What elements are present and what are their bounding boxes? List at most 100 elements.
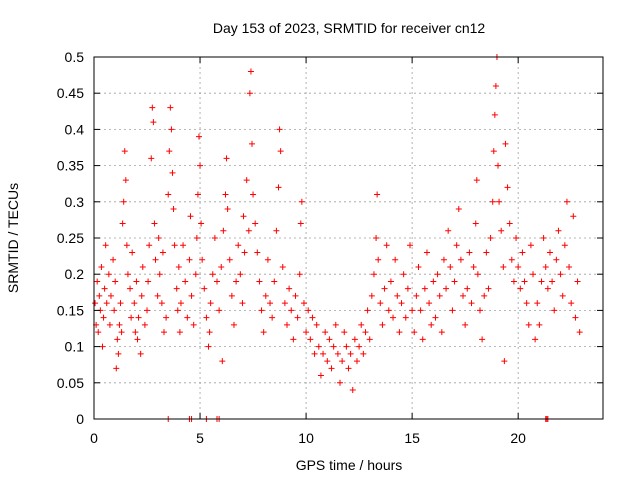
data-point [246, 90, 253, 97]
data-point [141, 321, 148, 328]
data-point [96, 292, 103, 299]
data-point [230, 321, 237, 328]
data-point [110, 256, 117, 263]
y-tick-label: 0.05 [57, 375, 84, 391]
data-point [115, 350, 122, 357]
data-point [276, 126, 283, 133]
data-point [235, 242, 242, 249]
data-point [154, 292, 161, 299]
data-point [457, 256, 464, 263]
data-point [479, 336, 486, 343]
data-point [510, 278, 517, 285]
data-point [517, 285, 524, 292]
data-point [132, 329, 139, 336]
data-point [392, 256, 399, 263]
y-tick-label: 0.35 [57, 158, 84, 174]
x-tick-label: 15 [404, 430, 420, 446]
data-point [224, 206, 231, 213]
data-point [117, 300, 124, 307]
data-point [209, 271, 216, 278]
y-tick-label: 0.25 [57, 230, 84, 246]
data-point [490, 148, 497, 155]
data-point [436, 292, 443, 299]
data-point [396, 329, 403, 336]
data-point [426, 300, 433, 307]
data-point [519, 249, 526, 256]
data-point [121, 148, 128, 155]
data-point [481, 292, 488, 299]
data-point [415, 263, 422, 270]
data-point [99, 343, 106, 350]
data-point [561, 242, 568, 249]
data-point [249, 140, 256, 147]
data-point [549, 278, 556, 285]
data-point [555, 227, 562, 234]
x-tick-label: 0 [90, 430, 98, 446]
data-point [292, 292, 299, 299]
data-point [375, 256, 382, 263]
data-point [186, 256, 193, 263]
data-point [551, 307, 558, 314]
x-tick-label: 5 [196, 430, 204, 446]
data-point [220, 227, 227, 234]
data-point [203, 314, 210, 321]
data-point [502, 140, 509, 147]
data-point [239, 300, 246, 307]
data-point [313, 321, 320, 328]
data-point [394, 292, 401, 299]
data-point [576, 329, 583, 336]
data-point [305, 307, 312, 314]
data-point [112, 278, 119, 285]
data-point [124, 271, 131, 278]
data-point [243, 177, 250, 184]
data-point [247, 68, 254, 75]
data-point [262, 292, 269, 299]
data-point [525, 321, 532, 328]
data-point [137, 350, 144, 357]
data-point [197, 162, 204, 169]
data-point [343, 343, 350, 350]
data-point [370, 271, 377, 278]
y-tick-label: 0.5 [65, 49, 85, 65]
data-point [349, 387, 356, 394]
data-point [570, 213, 577, 220]
data-point [443, 285, 450, 292]
data-point [407, 242, 414, 249]
data-point [131, 300, 138, 307]
data-point [171, 242, 178, 249]
data-point [387, 278, 394, 285]
data-point [330, 343, 337, 350]
data-point [409, 307, 416, 314]
data-point [184, 314, 191, 321]
data-point [211, 235, 218, 241]
data-point [557, 271, 564, 278]
data-point [170, 206, 177, 213]
data-point [107, 292, 114, 299]
data-point [150, 119, 157, 126]
data-point [223, 155, 230, 162]
y-tick-label: 0.1 [65, 339, 85, 355]
data-point [271, 278, 278, 285]
y-tick-label: 0.2 [65, 266, 85, 282]
data-point [298, 198, 305, 205]
data-point [530, 271, 537, 278]
y-axis-label: SRMTID / TECUs [5, 183, 21, 293]
data-point [207, 300, 214, 307]
data-point [542, 263, 549, 270]
data-point [167, 104, 174, 111]
data-point [326, 336, 333, 343]
data-point [166, 148, 173, 155]
data-point [492, 82, 499, 89]
data-point [240, 213, 247, 220]
data-point [144, 307, 151, 314]
data-point [151, 220, 158, 227]
data-point [245, 227, 252, 234]
data-point [472, 220, 479, 227]
data-point [174, 307, 181, 314]
data-point [195, 133, 202, 140]
chart-title: Day 153 of 2023, SRMTID for receiver cn1… [213, 20, 486, 36]
data-point [568, 300, 575, 307]
data-point [419, 336, 426, 343]
data-point [413, 292, 420, 299]
data-point [279, 263, 286, 270]
